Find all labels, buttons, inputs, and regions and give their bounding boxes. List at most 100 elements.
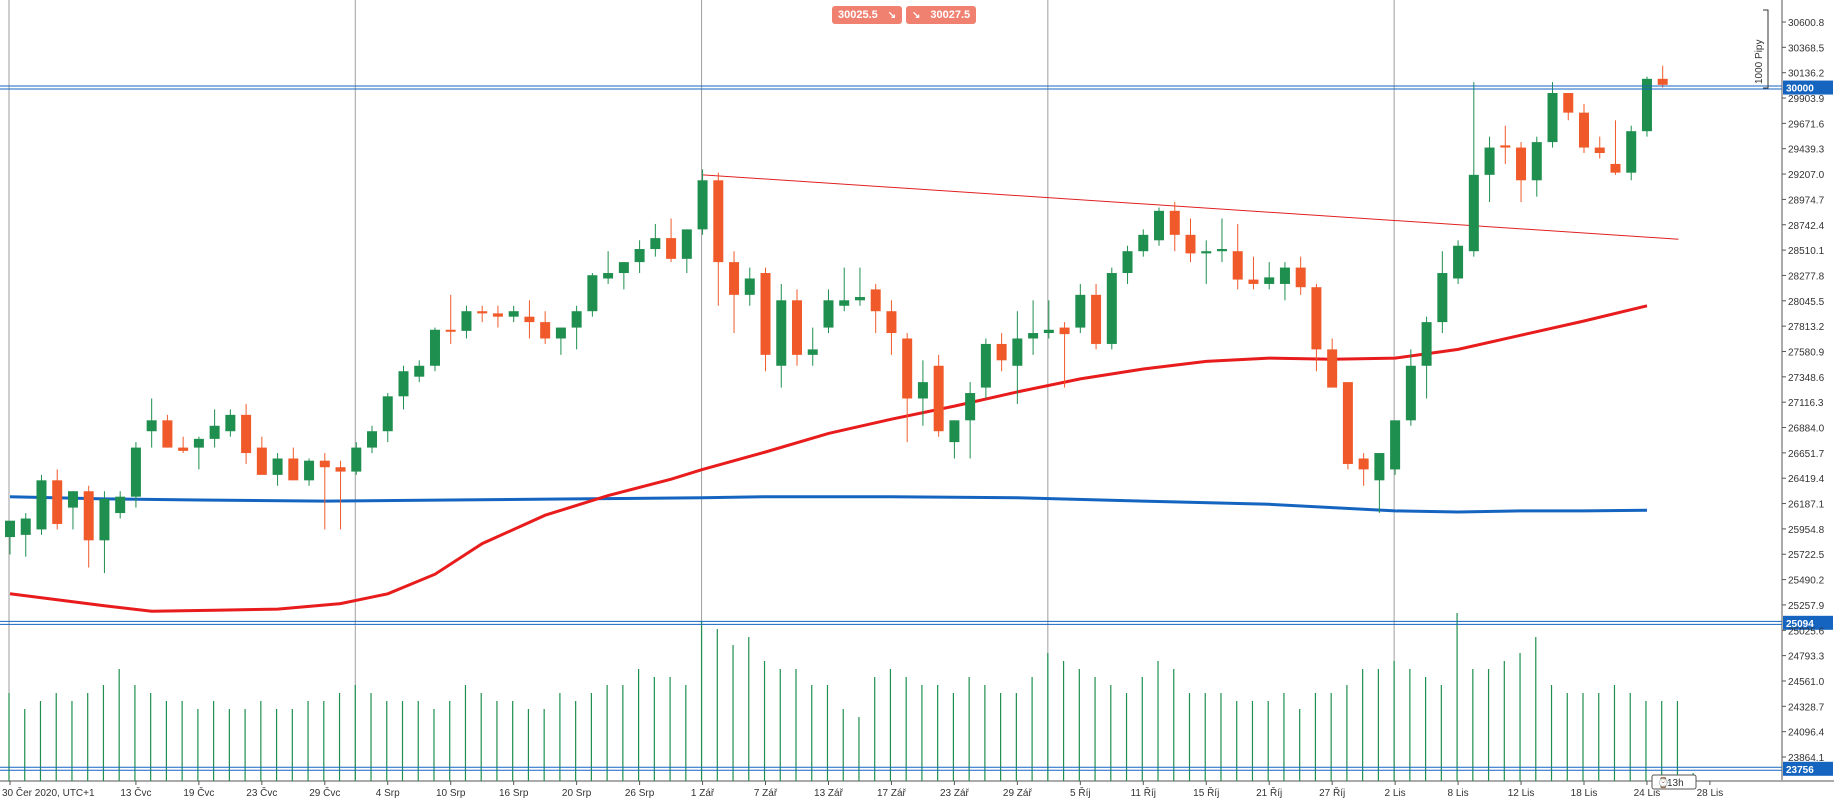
candle-body xyxy=(1012,338,1023,366)
candle xyxy=(823,289,834,334)
candle-body xyxy=(225,414,236,432)
candles xyxy=(5,65,1668,574)
x-tick-label: 21 Říj xyxy=(1256,786,1282,799)
horizontal-line[interactable]: 25094 xyxy=(0,615,1833,630)
candle xyxy=(1216,218,1227,263)
horizontal-lines[interactable]: 30000 25094 23756 xyxy=(0,80,1833,776)
resistance-trendline[interactable] xyxy=(702,174,1679,240)
candle xyxy=(178,436,189,454)
pip-ruler[interactable]: 1000 Pipy xyxy=(1754,9,1769,89)
candle-body xyxy=(1358,458,1369,470)
x-tick-label: 1 Zář xyxy=(691,788,715,799)
candle xyxy=(193,436,204,470)
candle-body xyxy=(524,316,535,323)
candle-body xyxy=(1106,273,1117,344)
pip-ruler-label: 1000 Pipy xyxy=(1754,40,1765,84)
candle xyxy=(36,474,47,535)
candle-body xyxy=(634,249,645,263)
x-tick-label: 28 Lis xyxy=(1697,788,1724,799)
candle xyxy=(1579,103,1589,154)
y-tick-label: 27116.3 xyxy=(1788,398,1824,409)
candle-body xyxy=(20,518,31,535)
candle xyxy=(492,305,503,328)
hline-price-label: 30000 xyxy=(1786,84,1814,95)
candle xyxy=(115,491,126,519)
candle-body xyxy=(807,349,818,355)
candle-body xyxy=(902,338,913,399)
horizontal-line[interactable]: 23756 xyxy=(0,761,1833,776)
candle-body xyxy=(666,238,677,259)
x-tick-label: 23 Čvc xyxy=(246,786,277,799)
candle xyxy=(839,267,850,312)
time-axis[interactable]: 30 Čer 2020, UTC+1 13 Čvc 19 Čvc 23 Čvc 29 Č… xyxy=(2,781,1723,799)
candle xyxy=(1516,142,1527,203)
y-tick-label: 23864.1 xyxy=(1788,753,1825,764)
candle xyxy=(1657,65,1668,88)
candle-body xyxy=(477,311,488,314)
candle xyxy=(367,425,378,454)
ma-red-line xyxy=(9,304,1648,613)
candle xyxy=(272,453,283,486)
x-tick-label: 29 Čvc xyxy=(309,786,340,799)
x-tick-label: 15 Říj xyxy=(1193,786,1219,799)
candle-body xyxy=(1610,163,1621,173)
candle-body xyxy=(5,520,15,538)
x-tick-label: 19 Čvc xyxy=(183,786,214,799)
x-tick-label: 29 Zář xyxy=(1003,788,1033,799)
candle-body xyxy=(1657,78,1668,85)
price-axis[interactable]: 30600.8 30368.5 30136.2 29903.9 29671.6 29439… xyxy=(1782,18,1825,764)
buy-price: 30027.5 xyxy=(930,9,971,21)
candle xyxy=(1453,240,1464,284)
y-tick-label: 25025.6 xyxy=(1788,626,1825,637)
y-tick-label: 26187.1 xyxy=(1788,500,1825,511)
candle xyxy=(1059,322,1070,388)
candle-body xyxy=(603,273,614,279)
sell-quote-button[interactable]: 30025.5 ↘ xyxy=(832,6,902,24)
candle-body xyxy=(241,414,252,454)
candle-body xyxy=(540,322,551,339)
candle-body xyxy=(870,289,881,312)
candle-body xyxy=(1531,142,1542,181)
candle-body xyxy=(571,311,582,328)
y-tick-label: 29903.9 xyxy=(1788,94,1825,105)
buy-quote-button[interactable]: ↘ 30027.5 xyxy=(906,6,976,24)
candle-body xyxy=(382,396,393,432)
hline-price-label: 25094 xyxy=(1786,619,1814,630)
candle-body xyxy=(1437,273,1448,323)
x-tick-label: 24 Lis xyxy=(1634,788,1661,799)
candle xyxy=(1468,82,1479,257)
candle xyxy=(729,251,740,334)
candle-body xyxy=(1028,333,1039,339)
gridlines xyxy=(0,0,1834,782)
candle-body xyxy=(178,447,189,451)
candle-body xyxy=(445,329,456,332)
horizontal-line[interactable]: 30000 xyxy=(0,80,1833,95)
hline-price-label: 23756 xyxy=(1786,765,1814,776)
y-tick-label: 25954.8 xyxy=(1788,525,1825,536)
candle xyxy=(1169,202,1180,252)
candle-body xyxy=(209,425,220,439)
candle-body xyxy=(1484,147,1495,175)
candle xyxy=(67,491,78,530)
candle xyxy=(933,354,944,437)
candle xyxy=(429,327,440,372)
candle-body xyxy=(1374,453,1385,481)
candle-body xyxy=(697,180,708,230)
candle-body xyxy=(319,460,330,468)
candle xyxy=(1563,93,1574,121)
candle-body xyxy=(272,458,283,475)
candle-body xyxy=(1579,112,1589,148)
candle-body xyxy=(508,311,519,317)
candle xyxy=(681,229,692,274)
x-tick-label: 27 Říj xyxy=(1319,786,1345,799)
candle xyxy=(666,218,677,263)
candle-body xyxy=(1248,279,1259,284)
candle xyxy=(241,403,252,464)
candle-body xyxy=(744,278,755,295)
ma-blue-line xyxy=(9,495,1648,514)
candle xyxy=(1484,136,1495,203)
candle xyxy=(634,240,645,274)
y-tick-label: 26884.0 xyxy=(1788,424,1825,435)
time-marker[interactable]: ⌚ 13h xyxy=(1651,774,1697,790)
